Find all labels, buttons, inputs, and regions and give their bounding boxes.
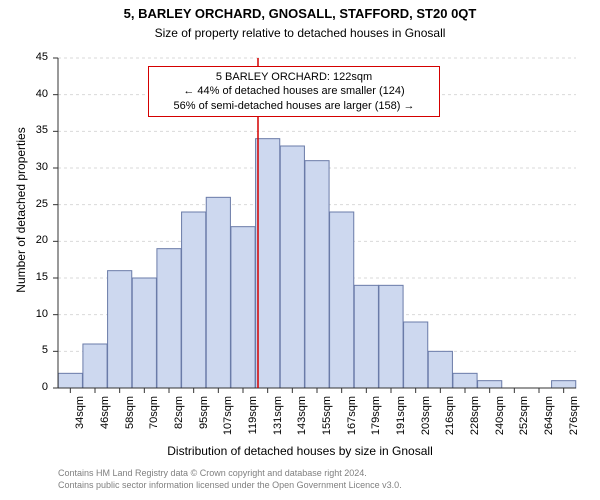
x-tick-label: 155sqm	[321, 396, 333, 446]
x-tick-label: 143sqm	[296, 396, 308, 446]
x-tick-label: 95sqm	[198, 396, 210, 446]
y-tick-label: 20	[0, 234, 48, 246]
y-tick-label: 5	[0, 344, 48, 356]
x-tick-label: 252sqm	[518, 396, 530, 446]
x-axis-label: Distribution of detached houses by size …	[0, 444, 600, 458]
x-tick-label: 107sqm	[222, 396, 234, 446]
y-tick-label: 25	[0, 198, 48, 210]
y-tick-label: 45	[0, 51, 48, 63]
x-tick-label: 240sqm	[494, 396, 506, 446]
x-tick-label: 276sqm	[568, 396, 580, 446]
footer-line1: Contains HM Land Registry data © Crown c…	[58, 468, 367, 478]
x-tick-label: 167sqm	[346, 396, 358, 446]
y-tick-label: 10	[0, 308, 48, 320]
x-tick-label: 119sqm	[247, 396, 259, 446]
x-tick-label: 264sqm	[543, 396, 555, 446]
annotation-box: 5 BARLEY ORCHARD: 122sqm ← 44% of detach…	[148, 66, 440, 117]
x-tick-label: 70sqm	[148, 396, 160, 446]
x-tick-label: 191sqm	[395, 396, 407, 446]
y-tick-label: 15	[0, 271, 48, 283]
y-tick-label: 40	[0, 88, 48, 100]
y-tick-label: 0	[0, 381, 48, 393]
y-tick-label: 35	[0, 124, 48, 136]
histogram-chart: 5, BARLEY ORCHARD, GNOSALL, STAFFORD, ST…	[0, 0, 600, 500]
y-tick-label: 30	[0, 161, 48, 173]
x-tick-label: 34sqm	[74, 396, 86, 446]
x-tick-label: 131sqm	[272, 396, 284, 446]
chart-subtitle: Size of property relative to detached ho…	[0, 26, 600, 40]
x-tick-label: 46sqm	[99, 396, 111, 446]
annotation-line2: ← 44% of detached houses are smaller (12…	[155, 84, 433, 98]
chart-title: 5, BARLEY ORCHARD, GNOSALL, STAFFORD, ST…	[0, 6, 600, 21]
x-tick-label: 216sqm	[444, 396, 456, 446]
annotation-line3: 56% of semi-detached houses are larger (…	[155, 99, 433, 113]
x-tick-label: 179sqm	[370, 396, 382, 446]
x-tick-label: 203sqm	[420, 396, 432, 446]
footer-line2: Contains public sector information licen…	[58, 480, 402, 490]
x-tick-label: 228sqm	[469, 396, 481, 446]
annotation-line1: 5 BARLEY ORCHARD: 122sqm	[155, 70, 433, 84]
x-tick-label: 82sqm	[173, 396, 185, 446]
x-tick-label: 58sqm	[124, 396, 136, 446]
